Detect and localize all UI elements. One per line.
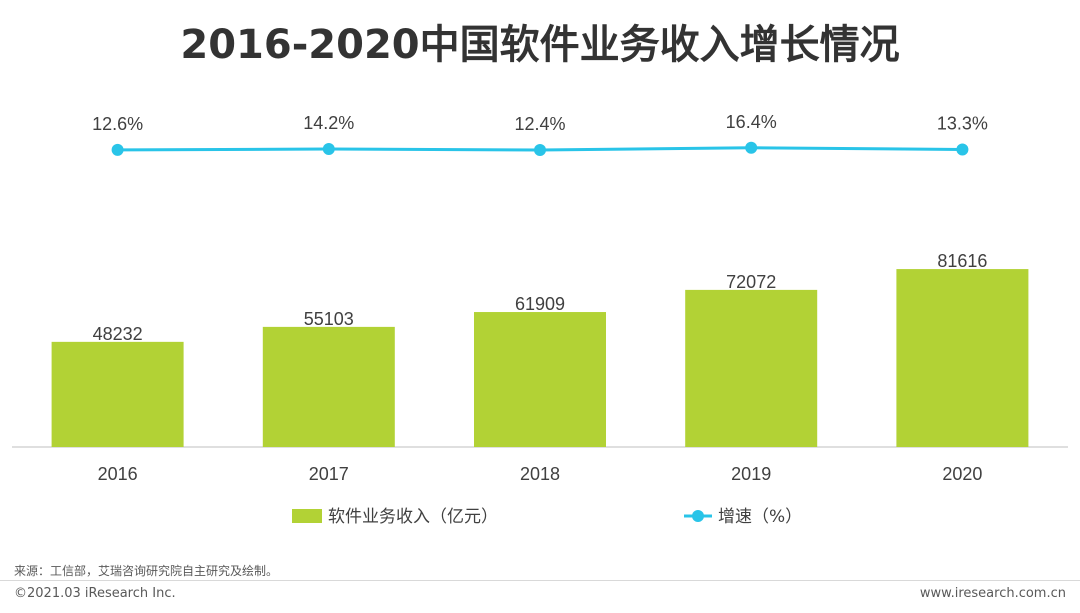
growth-point-2016 (111, 143, 124, 156)
bar-2016 (51, 341, 184, 447)
bar-label-2020: 81616 (937, 251, 987, 271)
x-tick-2017: 2017 (309, 464, 349, 484)
x-tick-2016: 2016 (98, 464, 138, 484)
growth-point-2018 (534, 144, 546, 156)
legend-bar-swatch (292, 509, 322, 523)
website-link: www.iresearch.com.cn (919, 586, 1066, 601)
bar-label-2019: 72072 (726, 272, 776, 292)
growth-label-2019: 16.4% (726, 112, 777, 132)
growth-label-2018: 12.4% (514, 114, 565, 134)
bar-label-2017: 55103 (304, 309, 354, 329)
legend-line-marker (692, 510, 704, 522)
bar-2017 (262, 326, 395, 447)
bar-2020 (896, 269, 1029, 447)
copyright: ©2021.03 iResearch Inc. (14, 586, 176, 601)
footer-divider (0, 580, 1080, 581)
x-tick-2019: 2019 (731, 464, 771, 484)
growth-label-2016: 12.6% (92, 114, 143, 134)
growth-label-2017: 14.2% (303, 113, 354, 133)
source-note: 来源：工信部，艾瑞咨询研究院自主研究及绘制。 (14, 564, 279, 578)
growth-point-2020 (956, 143, 969, 156)
growth-point-2019 (745, 141, 758, 154)
x-tick-2020: 2020 (942, 464, 982, 484)
legend-bar-label: 软件业务收入（亿元） (328, 507, 498, 527)
bar-2019 (685, 289, 818, 447)
chart-title: 2016-2020中国软件业务收入增长情况 (180, 22, 900, 68)
bar-label-2016: 48232 (93, 324, 143, 344)
growth-label-2020: 13.3% (937, 114, 988, 134)
legend-line-label: 增速（%） (718, 507, 802, 527)
bar-label-2018: 61909 (515, 294, 565, 314)
growth-point-2017 (322, 143, 335, 156)
bar-2018 (474, 312, 606, 447)
chart: 48232 2016 55103 2017 61909 2018 72072 2019 8161… (12, 112, 1068, 527)
x-tick-2018: 2018 (520, 464, 560, 484)
